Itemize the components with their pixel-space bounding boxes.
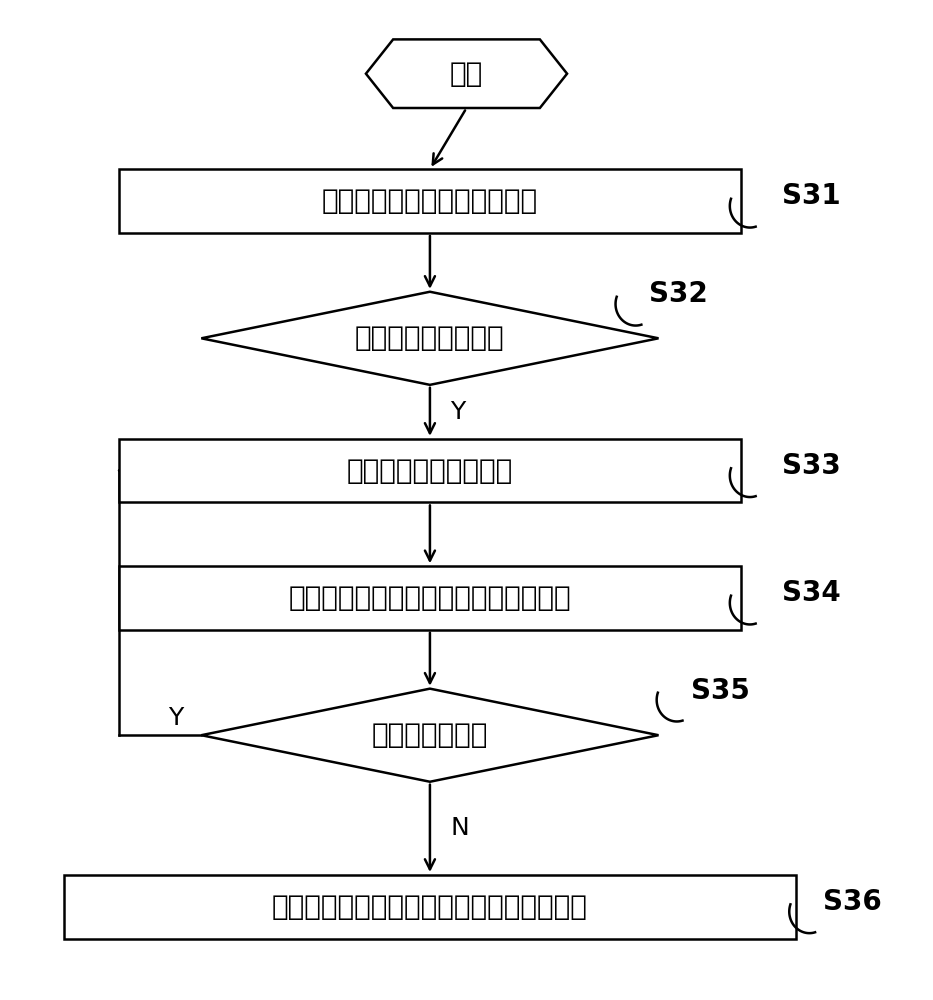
Text: S35: S35	[690, 677, 749, 705]
Text: S34: S34	[782, 579, 841, 607]
Text: 开始: 开始	[450, 60, 483, 88]
Text: 计算输入信号的统计值与基线值的偏差: 计算输入信号的统计值与基线值的偏差	[288, 584, 571, 612]
Text: S32: S32	[649, 280, 708, 308]
Text: Y: Y	[450, 400, 466, 424]
Polygon shape	[366, 39, 567, 108]
Text: Y: Y	[168, 706, 183, 730]
Text: 接收模拟输入信道的输入信号: 接收模拟输入信道的输入信号	[322, 187, 538, 215]
Bar	[119, 439, 741, 502]
Text: 根据该偏差确定输入信号是否出现异常类态: 根据该偏差确定输入信号是否出现异常类态	[272, 893, 588, 921]
Text: 偏差超出阈值？: 偏差超出阈值？	[371, 721, 488, 749]
Bar	[64, 875, 796, 939]
Text: S31: S31	[782, 182, 841, 210]
Bar	[119, 169, 741, 233]
Polygon shape	[202, 292, 659, 385]
Bar	[119, 566, 741, 630]
Text: N: N	[450, 816, 468, 840]
Text: 输入信号到达稳态？: 输入信号到达稳态？	[355, 324, 505, 352]
Text: S33: S33	[782, 452, 841, 480]
Polygon shape	[202, 689, 659, 782]
Text: S36: S36	[823, 888, 882, 916]
Text: 生成输入信号的基线值: 生成输入信号的基线值	[347, 457, 513, 485]
